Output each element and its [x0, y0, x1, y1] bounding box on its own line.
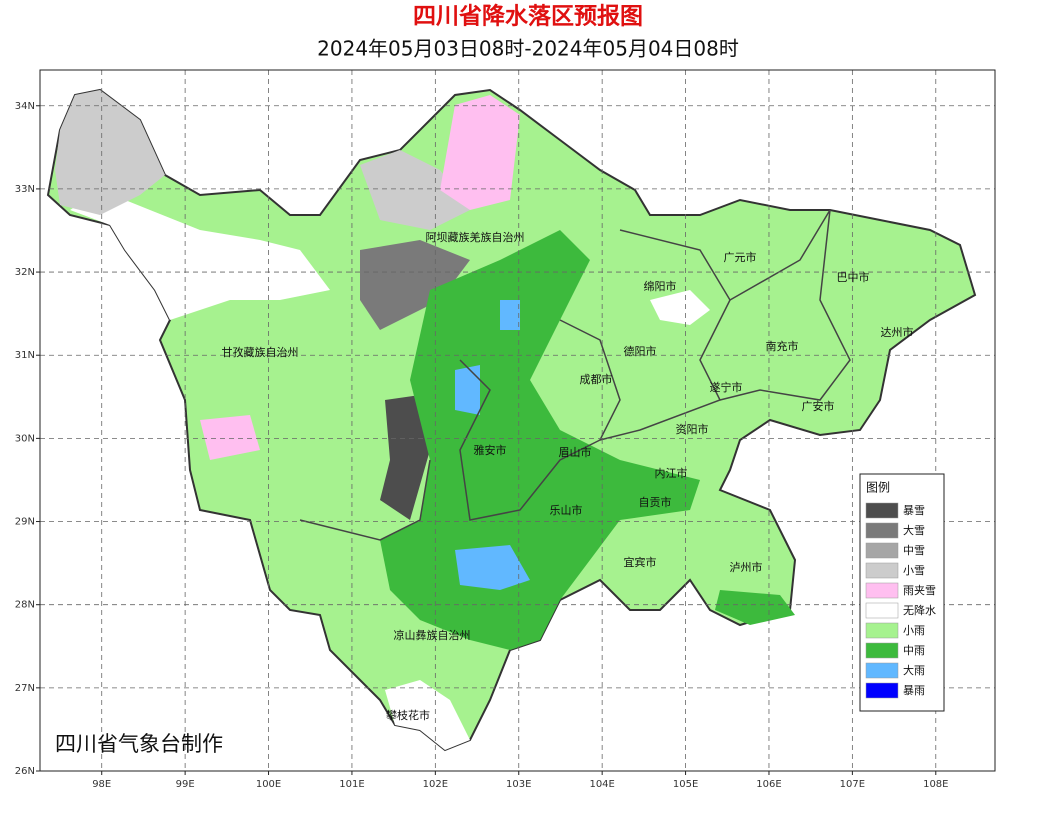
legend-swatch	[865, 562, 899, 579]
heavy-rain-area	[455, 365, 480, 415]
sleet-area	[440, 95, 520, 210]
region-label: 攀枝花市	[386, 708, 430, 722]
heavy-rain-area	[500, 300, 520, 330]
heavy-rain-area	[455, 545, 530, 590]
legend-swatch	[865, 622, 899, 639]
y-tick-label: 28N	[15, 600, 35, 611]
legend-label: 暴雨	[903, 684, 925, 697]
subtitle: 2024年05月03日08时-2024年05月04日08时	[317, 37, 739, 61]
legend-swatch	[865, 662, 899, 679]
snow-area	[55, 90, 165, 215]
x-tick-label: 104E	[589, 779, 614, 790]
y-tick-label: 27N	[15, 683, 35, 694]
legend-label: 暴雪	[903, 504, 925, 517]
region-label: 内江市	[655, 466, 688, 480]
y-tick-label: 33N	[15, 184, 35, 195]
region-label: 南充市	[766, 339, 799, 353]
legend-title: 图例	[866, 481, 890, 495]
region-label: 乐山市	[550, 503, 583, 517]
region-label: 自贡市	[639, 495, 672, 509]
region-label: 泸州市	[730, 560, 763, 574]
x-tick-label: 106E	[756, 779, 781, 790]
region-label: 达州市	[881, 325, 914, 339]
map-frame	[39, 69, 996, 772]
city-border	[599, 229, 731, 441]
snow-area	[360, 240, 470, 330]
x-tick-label: 99E	[176, 779, 195, 790]
no-rain-area	[385, 680, 470, 750]
region-label: 雅安市	[474, 443, 507, 457]
y-tick-label: 30N	[15, 433, 35, 444]
sleet-area	[200, 415, 260, 460]
legend-swatch	[865, 502, 899, 519]
moderate-rain-area	[380, 230, 700, 650]
legend-label: 小雨	[903, 624, 925, 637]
y-tick-label: 29N	[15, 517, 35, 528]
legend-label: 雨夹雪	[903, 584, 936, 597]
region-label: 巴中市	[837, 270, 870, 284]
legend-label: 大雨	[903, 663, 925, 677]
legend-label: 中雪	[903, 544, 925, 557]
region-labels: 阿坝藏族羌族自治州 广元市 巴中市 绵阳市 达州市 甘孜藏族自治州 德阳市 南充…	[222, 230, 914, 722]
region-label: 广安市	[802, 399, 835, 413]
city-border	[299, 459, 431, 541]
x-tick-label: 102E	[423, 779, 448, 790]
region-label: 遂宁市	[710, 380, 743, 394]
legend-swatch	[865, 522, 899, 539]
y-tick-label: 34N	[15, 101, 35, 112]
region-label: 绵阳市	[644, 279, 677, 293]
region-label: 宜宾市	[624, 555, 657, 569]
region-label: 德阳市	[624, 344, 657, 358]
x-tick-label: 107E	[840, 779, 865, 790]
region-label: 眉山市	[559, 445, 592, 459]
x-tick-label: 105E	[673, 779, 698, 790]
snow-area	[360, 150, 470, 230]
legend-swatch	[865, 602, 899, 619]
no-rain-area	[70, 190, 330, 320]
x-tick-label: 101E	[339, 779, 364, 790]
legend-swatch	[865, 682, 899, 699]
legend-label: 小雪	[903, 564, 925, 577]
region-label: 广元市	[724, 250, 757, 264]
legend-swatch	[865, 542, 899, 559]
city-border	[459, 319, 621, 521]
region-label: 资阳市	[676, 422, 709, 436]
city-border	[719, 209, 851, 401]
legend-swatch	[865, 582, 899, 599]
moderate-rain-area	[715, 590, 795, 625]
x-tick-label: 108E	[923, 779, 948, 790]
region-label: 成都市	[580, 372, 613, 386]
region-label: 阿坝藏族羌族自治州	[426, 230, 525, 244]
credit: 四川省气象台制作	[55, 732, 223, 756]
title: 四川省降水落区预报图	[413, 4, 643, 30]
y-tick-label: 31N	[15, 350, 35, 361]
x-tick-label: 100E	[256, 779, 281, 790]
y-tick-label: 32N	[15, 267, 35, 278]
legend-label: 大雪	[903, 523, 925, 537]
legend-label: 中雨	[903, 644, 925, 657]
legend-label: 无降水	[903, 603, 936, 617]
x-tick-label: 103E	[506, 779, 531, 790]
region-label: 凉山彝族自治州	[394, 628, 471, 642]
region-label: 甘孜藏族自治州	[222, 345, 299, 359]
y-tick-label: 26N	[15, 766, 35, 777]
x-tick-label: 98E	[92, 779, 111, 790]
no-rain-area	[650, 290, 710, 325]
legend-swatch	[865, 642, 899, 659]
snow-area	[380, 395, 430, 520]
precipitation-map	[46, 88, 977, 752]
